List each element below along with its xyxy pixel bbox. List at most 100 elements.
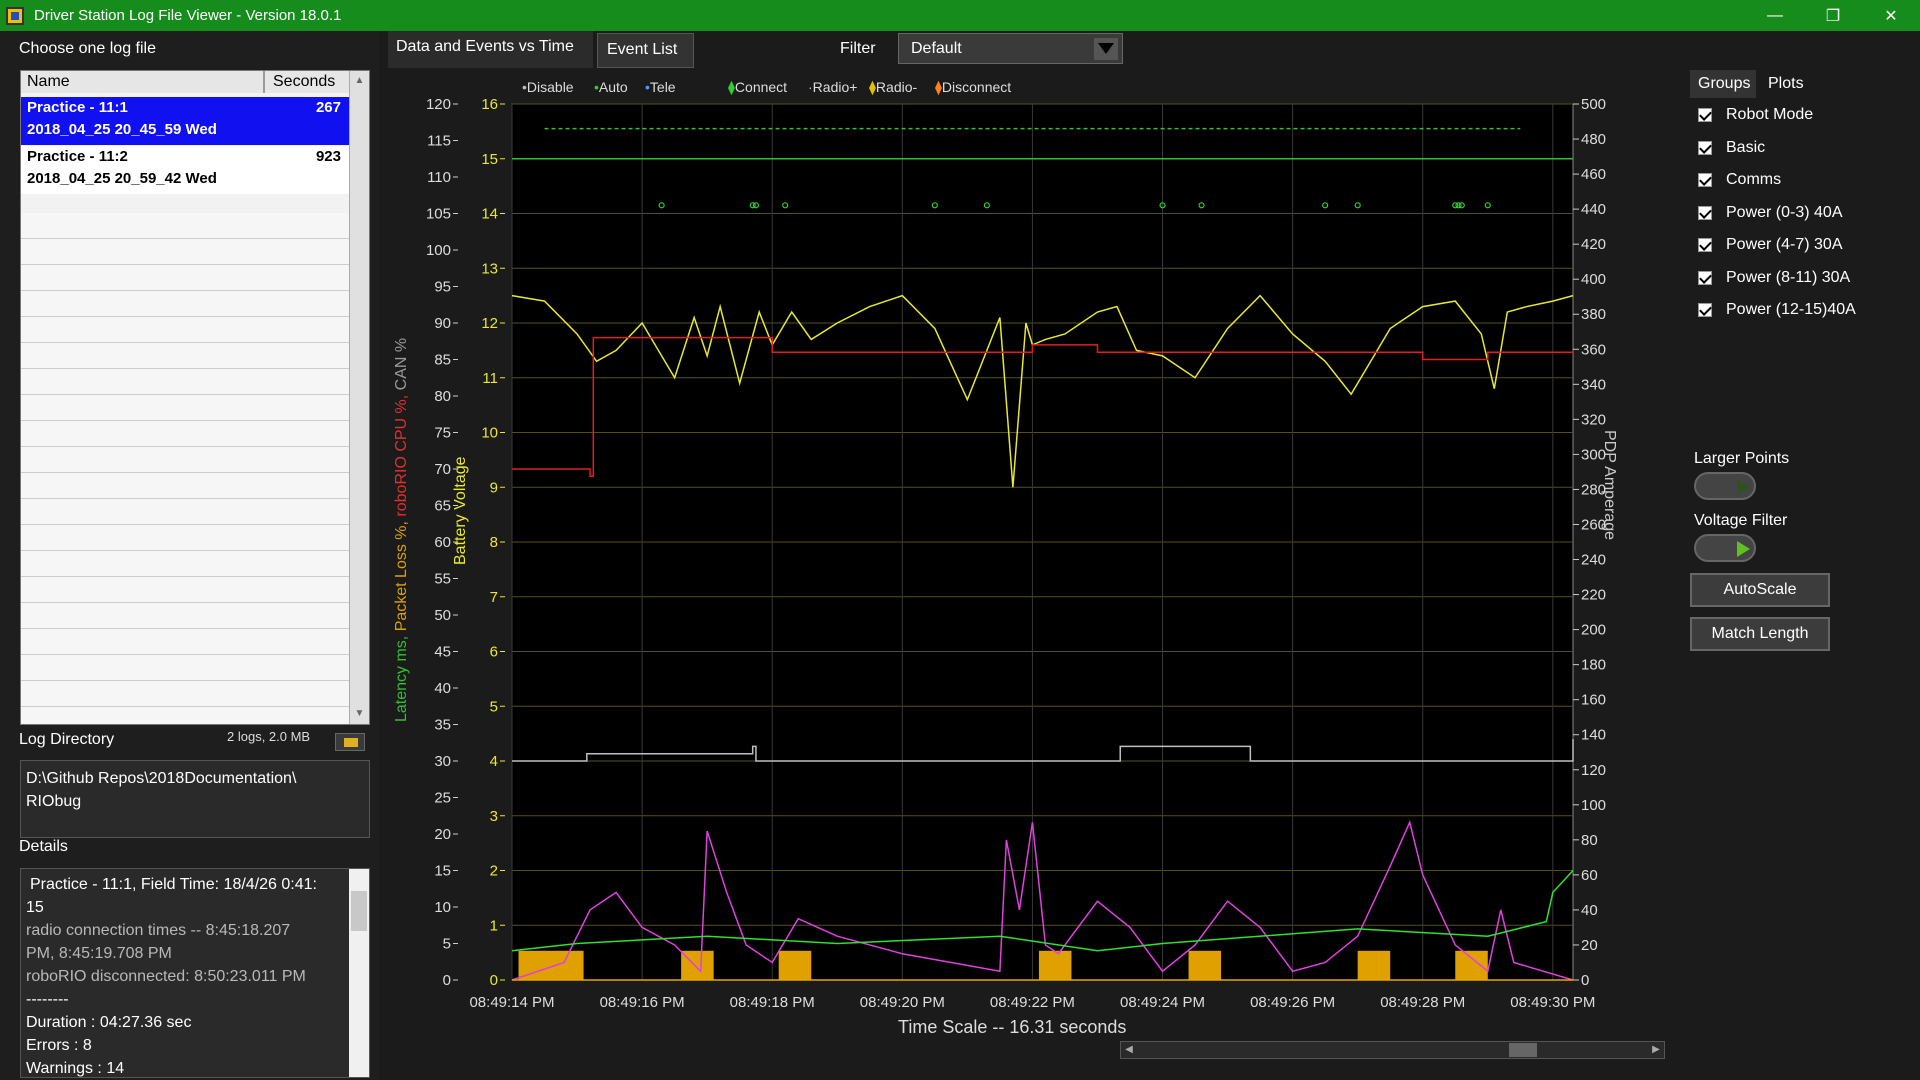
outer-tick-label: 85	[434, 352, 451, 369]
legend-label: Auto	[598, 79, 628, 95]
volt-tick-label: 11	[482, 370, 498, 387]
volt-tick-label: 4	[490, 753, 498, 770]
amp-tick-label: 220	[1581, 587, 1606, 604]
checkbox-checked-icon[interactable]	[1698, 173, 1712, 187]
legend-label: Connect	[734, 79, 788, 95]
column-header-seconds[interactable]: Seconds	[273, 73, 336, 90]
details-scrollbar[interactable]	[349, 869, 369, 1077]
outer-tick-label: 40	[434, 680, 451, 697]
plot-area	[511, 103, 1574, 981]
browse-folder-icon[interactable]	[335, 733, 365, 751]
checkbox-checked-icon[interactable]	[1698, 238, 1712, 252]
connect-event-marker	[1354, 202, 1361, 209]
amp-tick-label: 20	[1581, 937, 1598, 954]
file-row-2[interactable]: Practice - 11:2 2018_04_25 20_59_42 Wed …	[21, 146, 351, 194]
outer-tick-label: 65	[434, 498, 451, 515]
connect-event-marker	[1159, 202, 1166, 209]
tab-data-events[interactable]: Data and Events vs Time	[388, 31, 593, 68]
outer-tick-label: 15	[434, 863, 451, 880]
checkbox-checked-icon[interactable]	[1698, 108, 1712, 122]
outer-tick-label: 95	[434, 279, 451, 296]
minimize-button[interactable]: —	[1767, 6, 1783, 24]
legend-item-disconnect: ⧫Disconnect	[935, 79, 1011, 96]
file-row-1[interactable]: Practice - 11:1 2018_04_25 20_45_59 Wed …	[21, 97, 351, 145]
tab-event-list[interactable]: Event List	[597, 33, 694, 68]
legend-item-connect: ⧫Connect	[728, 79, 787, 96]
log-file-list[interactable]: Name Seconds Practice - 11:1 2018_04_25 …	[20, 70, 370, 725]
legend-item-auto: •Auto	[594, 79, 628, 95]
autoscale-button[interactable]: AutoScale	[1690, 573, 1830, 607]
time-scale-label: Time Scale -- 16.31 seconds	[898, 1017, 1127, 1037]
volt-tick-label: 0	[490, 972, 498, 989]
column-header-name[interactable]: Name	[27, 73, 70, 90]
outer-tick-label: 20	[434, 826, 451, 843]
packet-loss-bar	[1038, 950, 1072, 980]
legend-marker-icon: •	[594, 79, 599, 95]
legend-label: Tele	[649, 79, 676, 95]
amp-tick-label: 180	[1581, 657, 1606, 674]
outer-tick-label: 120	[426, 96, 451, 113]
log-directory-label: Log Directory	[19, 731, 115, 748]
packet-loss-bar	[1188, 950, 1222, 980]
details-text[interactable]: Practice - 11:1, Field Time: 18/4/26 0:4…	[20, 868, 370, 1078]
legend-marker-icon: ·	[808, 79, 813, 95]
scroll-down-icon[interactable]: ▼	[354, 708, 365, 719]
amp-tick-label: 360	[1581, 341, 1606, 358]
legend-marker-icon: ⧫	[728, 79, 735, 95]
filter-value: Default	[911, 40, 962, 57]
amp-tick-label: 400	[1581, 271, 1606, 288]
file-seconds: 267	[315, 99, 341, 116]
connect-event-marker	[1198, 202, 1205, 209]
details-line: roboRIO disconnected: 8:50:23.011 PM	[26, 968, 306, 985]
checkbox-basic[interactable]: Basic	[1698, 139, 1765, 157]
amp-tick-label: 200	[1581, 622, 1606, 639]
checkbox-power-8-11[interactable]: Power (8-11) 30A	[1698, 269, 1850, 287]
match-length-button[interactable]: Match Length	[1690, 617, 1830, 651]
log-directory-field[interactable]: D:\Github Repos\2018Documentation\ RIObu…	[20, 760, 370, 838]
outer-tick-label: 75	[434, 425, 451, 442]
legend-label: Disable	[526, 79, 574, 95]
amp-tick-label: 140	[1581, 727, 1606, 744]
maximize-button[interactable]: ❐	[1825, 7, 1841, 25]
legend-marker-icon: •	[645, 79, 650, 95]
connect-event-marker	[1455, 202, 1462, 209]
checkbox-robot-mode[interactable]: Robot Mode	[1698, 106, 1813, 124]
file-name: Practice - 11:2	[27, 148, 128, 165]
close-button[interactable]: ✕	[1884, 7, 1898, 25]
checkbox-checked-icon[interactable]	[1698, 141, 1712, 155]
volt-tick-label: 10	[481, 425, 498, 442]
app-icon	[6, 6, 24, 25]
legend-item-tele: •Tele	[645, 79, 676, 95]
window-controls: — ❐ ✕	[1746, 0, 1920, 31]
time-scrollbar[interactable]: ◀ ▶	[1120, 1041, 1665, 1059]
series-line-latency-ms	[511, 869, 1574, 952]
series-line-roborio-cpu-	[512, 336, 1573, 478]
outer-tick-label: 50	[434, 607, 451, 624]
checkbox-checked-icon[interactable]	[1698, 271, 1712, 285]
voltage-filter-toggle[interactable]	[1694, 534, 1756, 562]
larger-points-toggle[interactable]	[1694, 472, 1756, 500]
outer-tick-label: 100	[426, 242, 451, 259]
checkbox-power-0-3[interactable]: Power (0-3) 40A	[1698, 204, 1843, 222]
title-bar: Driver Station Log File Viewer - Version…	[0, 0, 1920, 31]
scroll-right-icon[interactable]: ▶	[1652, 1044, 1660, 1055]
checkbox-power-4-7[interactable]: Power (4-7) 30A	[1698, 236, 1843, 254]
scroll-left-icon[interactable]: ◀	[1125, 1044, 1133, 1055]
outer-tick-label: 110	[427, 169, 451, 186]
checkbox-checked-icon[interactable]	[1698, 303, 1712, 317]
outer-tick-label: 60	[434, 534, 451, 551]
checkbox-comms[interactable]: Comms	[1698, 171, 1781, 189]
file-list-scrollbar[interactable]: ▲ ▼	[349, 71, 369, 724]
scroll-thumb[interactable]	[351, 891, 367, 931]
packet-loss-bar	[518, 950, 584, 980]
amp-tick-label: 500	[1581, 96, 1606, 113]
checkbox-checked-icon[interactable]	[1698, 206, 1712, 220]
tab-plots[interactable]: Plots	[1768, 75, 1804, 92]
x-tick-label: 08:49:24 PM	[1120, 994, 1205, 1011]
file-date: 2018_04_25 20_45_59 Wed	[27, 121, 217, 138]
scroll-thumb[interactable]	[1509, 1043, 1537, 1057]
filter-select[interactable]: Default	[898, 33, 1123, 64]
scroll-up-icon[interactable]: ▲	[354, 75, 365, 86]
tab-groups[interactable]: Groups	[1690, 70, 1756, 98]
checkbox-power-12-15[interactable]: Power (12-15)40A	[1698, 301, 1856, 319]
